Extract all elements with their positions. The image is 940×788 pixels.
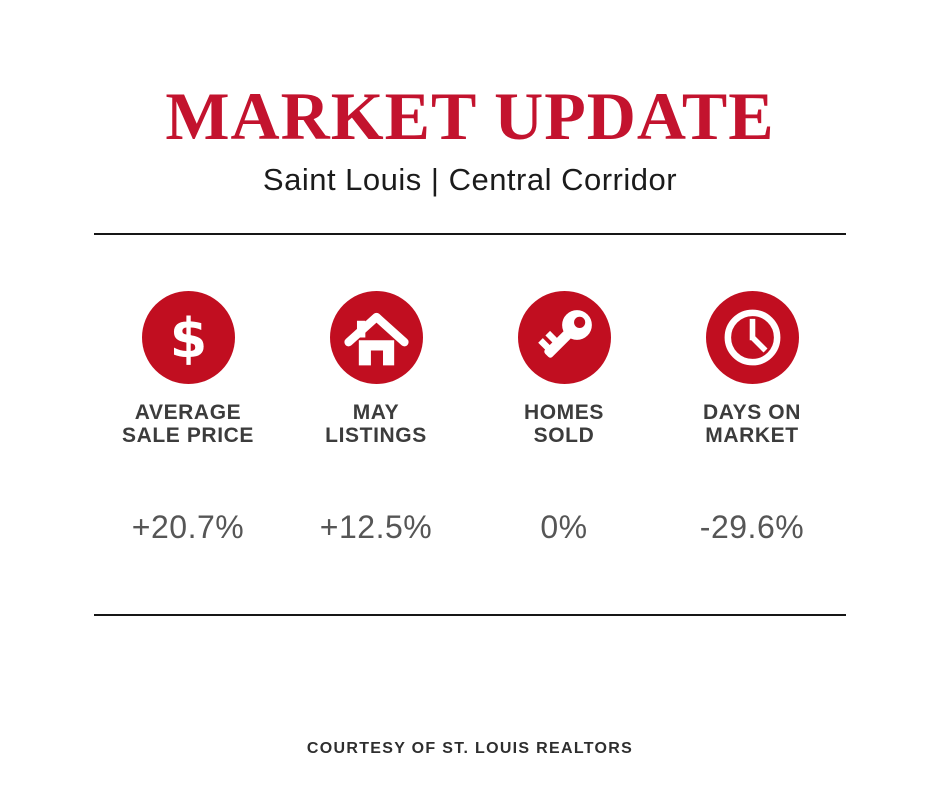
- stat-value: 0%: [540, 509, 588, 546]
- dollar-icon: $: [141, 291, 235, 384]
- top-divider: [94, 233, 846, 235]
- bottom-divider: [94, 614, 846, 616]
- stat-label-line2: SALE PRICE: [121, 423, 255, 447]
- stat-may-listings: MAY LISTINGS +12.5%: [282, 291, 470, 546]
- stats-row: $ AVERAGE SALE PRICE +20.7% MAY LISTINGS…: [94, 291, 846, 546]
- stat-label-line2: MARKET: [705, 423, 799, 447]
- stat-label-line2: SOLD: [533, 423, 595, 447]
- page-subtitle: Saint Louis | Central Corridor: [262, 162, 678, 197]
- stat-label: DAYS ON MARKET: [703, 401, 801, 447]
- stat-label: HOMES SOLD: [523, 401, 604, 447]
- house-icon: [329, 291, 423, 384]
- stat-label-line1: MAY: [352, 401, 400, 424]
- stat-homes-sold: HOMES SOLD 0%: [470, 291, 658, 546]
- stat-label-line1: AVERAGE: [134, 401, 242, 424]
- stat-value: +12.5%: [319, 509, 433, 546]
- stat-days-on-market: DAYS ON MARKET -29.6%: [658, 291, 846, 546]
- clock-icon: [705, 291, 799, 384]
- stat-value: +20.7%: [131, 509, 245, 546]
- stat-label-line1: DAYS ON: [703, 401, 801, 424]
- svg-text:$: $: [169, 307, 207, 370]
- stat-label-line2: LISTINGS: [325, 423, 427, 447]
- stat-label: MAY LISTINGS: [325, 401, 427, 447]
- stat-value: -29.6%: [699, 509, 805, 546]
- page-title: MARKET UPDATE: [165, 78, 775, 154]
- footer-credit: COURTESY OF ST. LOUIS REALTORS: [306, 740, 634, 757]
- stat-average-sale-price: $ AVERAGE SALE PRICE +20.7%: [94, 291, 282, 546]
- key-icon: [517, 291, 611, 384]
- stat-label: AVERAGE SALE PRICE: [121, 401, 255, 447]
- stat-label-line1: HOMES: [523, 401, 604, 424]
